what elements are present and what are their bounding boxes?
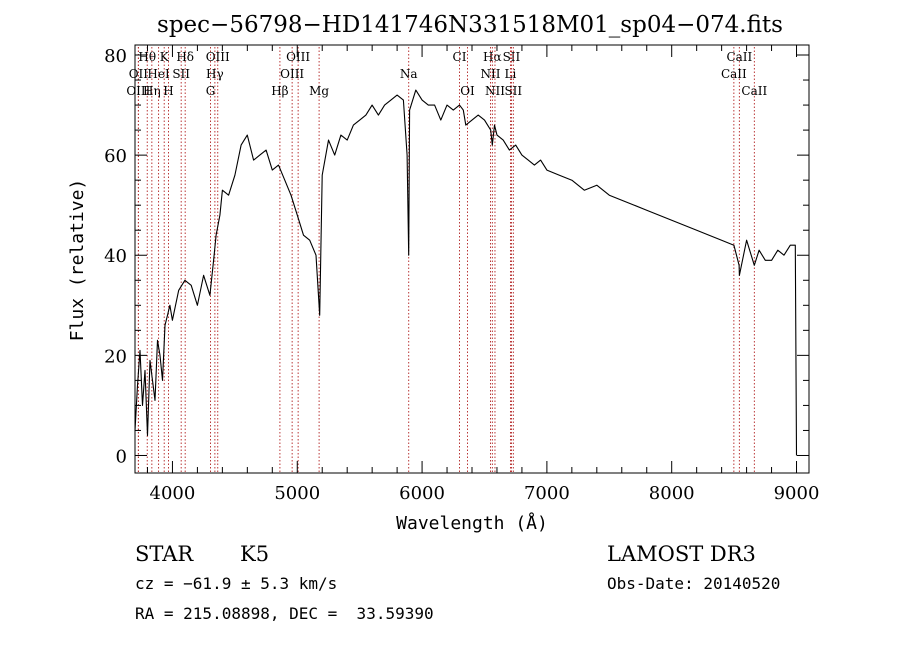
axis-ticks: 4000 5000 6000 7000 8000 9000 0 20 40 60 80 [104, 45, 819, 504]
spectral-line-label: SII [503, 50, 521, 64]
spectral-line-label: Hβ [271, 84, 288, 98]
spectral-line-label: Hγ [206, 67, 224, 81]
spectral-line-label: SII [504, 84, 522, 98]
spectral-line-label: CaII [741, 84, 767, 98]
spectral-line-label: OIII [206, 50, 230, 64]
redshift-readout: cz = −61.9 ± 5.3 km/s [135, 574, 337, 593]
spectral-line-label: HeI [147, 67, 170, 81]
y-tick-label: 40 [104, 246, 127, 267]
spectral-line-label: OII [129, 67, 149, 81]
y-tick-label: 60 [104, 146, 127, 167]
x-tick-label: 5000 [274, 483, 320, 504]
y-axis-label: Flux (relative) [67, 179, 88, 342]
spectral-line-label: Hδ [176, 50, 194, 64]
spectral-line-label: OI [460, 84, 475, 98]
spectral-line-label: Hα [483, 50, 502, 64]
spectral-line-label: Hη [143, 84, 161, 98]
x-tick-label: 4000 [150, 483, 196, 504]
spectral-line-label: H [163, 84, 173, 98]
spectral-line-label: OIII [126, 84, 150, 98]
spectral-line-label: CaII [726, 50, 752, 64]
spectral-line-label: Na [400, 67, 418, 81]
spectral-line-label: K [160, 50, 170, 64]
chart-title: spec−56798−HD141746N331518M01_sp04−074.f… [157, 12, 783, 38]
spectral-line-label: OIII [286, 50, 310, 64]
spectral-line-label: Hθ [138, 50, 156, 64]
spectrum-line [134, 89, 798, 456]
x-axis-label: Wavelength (Å) [396, 512, 548, 534]
spectral-line-label: NII [480, 67, 500, 81]
plot-frame [134, 44, 810, 474]
spectral-line-label: CI [453, 50, 467, 64]
x-tick-label: 8000 [649, 483, 695, 504]
survey-name: LAMOST DR3 [607, 542, 756, 566]
obs-date: Obs-Date: 20140520 [607, 574, 780, 593]
x-tick-label: 9000 [774, 483, 820, 504]
spectral-line-label: Li [505, 67, 517, 81]
radec-readout: RA = 215.08898, DEC = 33.59390 [135, 604, 434, 623]
y-tick-label: 0 [116, 446, 127, 467]
y-tick-label: 80 [104, 46, 127, 67]
y-tick-label: 20 [104, 346, 127, 367]
object-class: STAR [135, 542, 194, 566]
spectral-line-label: CaII [721, 67, 747, 81]
object-subclass: K5 [240, 542, 269, 566]
x-tick-label: 6000 [399, 483, 445, 504]
spectral-line-label: NII [485, 84, 505, 98]
spectral-line-label: Mg [309, 84, 329, 98]
spectral-line-label: SII [172, 67, 190, 81]
spectral-line-markers: Hθ Hη OII OIII HeI K H SII Hδ OIII Hγ G Hβ OIII OIII Mg… [126, 47, 767, 473]
x-tick-label: 7000 [524, 483, 570, 504]
spectral-line-label: OIII [280, 67, 304, 81]
spectral-line-label: G [206, 84, 216, 98]
